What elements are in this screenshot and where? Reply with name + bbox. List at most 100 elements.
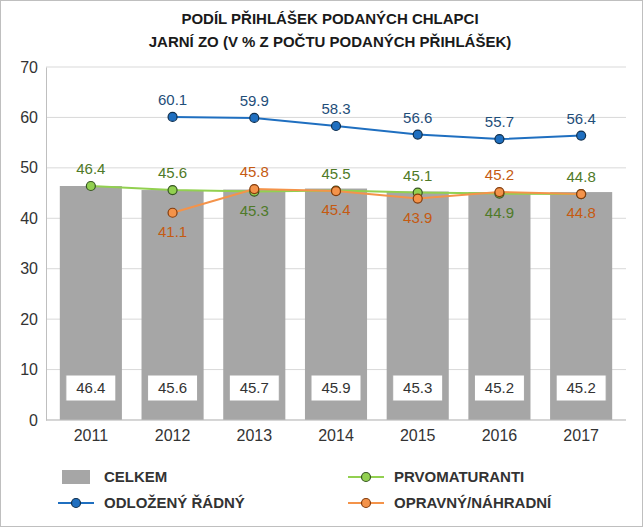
legend-marker <box>72 499 81 508</box>
tick-label: 0 <box>29 412 38 429</box>
data-label: 44.8 <box>567 204 596 221</box>
data-label: 44.9 <box>485 204 514 221</box>
data-label: 55.7 <box>485 113 514 130</box>
tick: 2017 <box>563 420 599 444</box>
tick: 2011 <box>74 420 109 444</box>
chart-frame <box>1 1 643 527</box>
data-labels: 46.445.645.745.945.345.245.246.445.645.3… <box>66 91 606 401</box>
tick-label: 30 <box>20 260 38 277</box>
chart-title: JARNÍ ZO (V % Z POČTU PODANÝCH PŘIHLÁŠEK… <box>149 33 512 50</box>
data-label: 45.3 <box>403 379 432 396</box>
grid-line <box>46 117 626 118</box>
legend-marker <box>362 473 371 482</box>
label-box <box>393 375 443 401</box>
marker <box>577 131 586 140</box>
data-label: 45.5 <box>321 165 350 182</box>
legend: CELKEM PRVOMATURANTI ODLOŽENÝ ŘÁDNÝ OPRAVNÝ… <box>58 468 552 511</box>
data-label: 44.8 <box>567 168 596 185</box>
bar <box>468 192 530 420</box>
tick-label: 2015 <box>400 427 436 444</box>
tick: 0 <box>29 412 46 429</box>
data-label: 46.4 <box>76 160 105 177</box>
marker <box>332 186 341 195</box>
marker <box>577 190 586 199</box>
legend-label: ODLOŽENÝ ŘÁDNÝ <box>104 494 245 511</box>
grid-line <box>46 420 626 421</box>
label-box <box>148 375 198 401</box>
tick: 2012 <box>155 420 191 444</box>
bar <box>550 192 612 420</box>
data-label: 56.6 <box>403 109 432 126</box>
axis-line <box>46 420 626 421</box>
legend-item: PRVOMATURANTI <box>348 468 524 485</box>
tick-label: 20 <box>20 311 38 328</box>
tick: 2015 <box>400 420 436 444</box>
legend-item: CELKEM <box>62 468 167 485</box>
data-label: 45.6 <box>158 164 187 181</box>
axis-line <box>46 68 47 421</box>
legend-swatch <box>62 470 90 484</box>
tick-label: 2014 <box>318 427 354 444</box>
label-box <box>229 375 279 401</box>
marker <box>250 185 259 194</box>
data-label: 60.1 <box>158 91 187 108</box>
bar <box>305 189 367 420</box>
data-label: 45.2 <box>567 379 596 396</box>
tick-label: 2016 <box>482 427 518 444</box>
data-label: 45.4 <box>321 201 350 218</box>
marker <box>250 113 259 122</box>
legend-item: ODLOŽENÝ ŘÁDNÝ <box>58 494 245 511</box>
line <box>173 189 582 213</box>
tick-label: 2013 <box>236 427 272 444</box>
marker <box>332 122 341 131</box>
bar <box>60 186 122 420</box>
label-box <box>66 375 116 401</box>
marker <box>495 135 504 144</box>
marker <box>413 194 422 203</box>
data-label: 45.6 <box>158 379 187 396</box>
data-label: 45.8 <box>240 163 269 180</box>
data-label: 45.1 <box>403 167 432 184</box>
legend-label: OPRAVNÝ/NÁHRADNÍ <box>394 494 552 511</box>
tick-label: 60 <box>20 109 38 126</box>
tick: 2014 <box>318 420 354 444</box>
tick: 60 <box>20 109 46 126</box>
tick: 30 <box>20 260 46 277</box>
marker <box>168 186 177 195</box>
tick-label: 40 <box>20 210 38 227</box>
tick: 70 <box>20 59 46 76</box>
grid-line <box>46 67 626 68</box>
bar <box>387 192 449 420</box>
tick: 2013 <box>236 420 272 444</box>
tick-label: 70 <box>20 59 38 76</box>
plot-marks <box>60 112 612 420</box>
data-label: 41.1 <box>158 223 187 240</box>
bar <box>223 190 285 420</box>
marker <box>413 130 422 139</box>
tick-label: 2011 <box>74 427 109 444</box>
data-label: 59.9 <box>240 92 269 109</box>
data-label: 43.9 <box>403 209 432 226</box>
tick: 40 <box>20 210 46 227</box>
data-label: 46.4 <box>76 379 105 396</box>
tick: 50 <box>20 159 46 176</box>
tick: 2016 <box>482 420 518 444</box>
marker <box>86 182 95 191</box>
chart: PODÍL PŘIHLÁŠEK PODANÝCH CHLAPCIJARNÍ ZO… <box>0 0 643 527</box>
bar <box>142 190 204 420</box>
y-axis: 0 10 20 30 40 50 60 70 <box>20 59 46 429</box>
data-label: 45.7 <box>240 379 269 396</box>
data-label: 45.3 <box>240 202 269 219</box>
data-label: 58.3 <box>321 100 350 117</box>
tick-label: 2012 <box>155 427 191 444</box>
legend-label: CELKEM <box>104 468 167 485</box>
tick-label: 50 <box>20 159 38 176</box>
legend-label: PRVOMATURANTI <box>394 468 524 485</box>
marker <box>168 208 177 217</box>
x-axis: 2011 2012 2013 2014 2015 2016 2017 <box>46 420 626 444</box>
marker <box>168 112 177 121</box>
grid <box>46 67 626 420</box>
tick-label: 10 <box>20 361 38 378</box>
label-box <box>311 375 361 401</box>
legend-marker <box>362 499 371 508</box>
